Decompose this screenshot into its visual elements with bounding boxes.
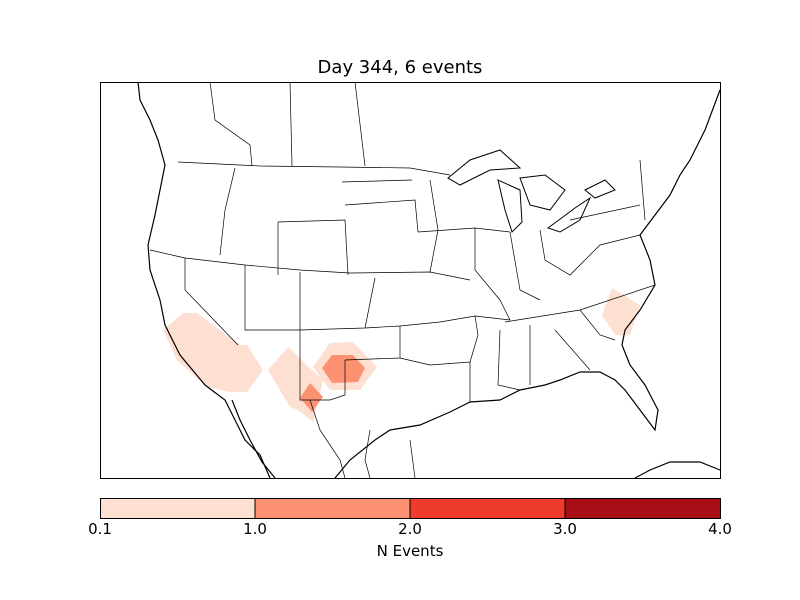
map-frame: [100, 82, 721, 479]
colorbar-bin-4: [565, 498, 720, 518]
colorbar-tick-label: 4.0: [708, 520, 732, 538]
contour-north-carolina: [602, 288, 640, 335]
colorbar: [100, 498, 721, 519]
contour-el-paso-dark: [300, 383, 323, 412]
coastlines: [137, 81, 721, 479]
colorbar-tick-label: 3.0: [553, 520, 577, 538]
colorbar-bin-3: [410, 498, 565, 518]
contour-west-texas-dark: [322, 355, 365, 383]
contour-arizona: [268, 347, 323, 422]
event-density-contours: [163, 288, 640, 422]
great-lakes: [447, 149, 616, 233]
colorbar-tick-label: 0.1: [88, 520, 112, 538]
colorbar-tick-label: 2.0: [398, 520, 422, 538]
colorbar-tick-label: 1.0: [243, 520, 267, 538]
colorbar-label: N Events: [376, 542, 444, 560]
colorbar-bin-2: [255, 498, 410, 518]
colorbar-bin-1: [100, 498, 255, 518]
contour-california: [163, 313, 263, 392]
map-title: Day 344, 6 events: [317, 57, 483, 78]
political-boundaries: [149, 81, 656, 479]
